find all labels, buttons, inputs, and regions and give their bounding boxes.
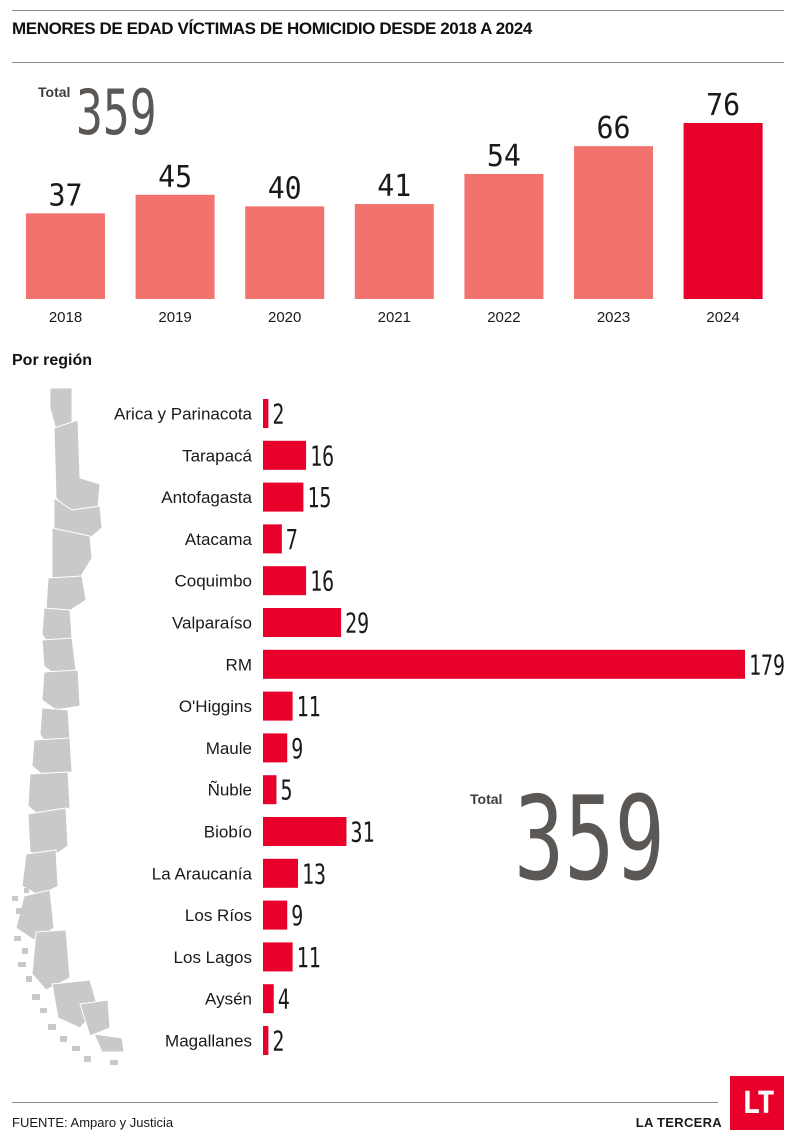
region-bar-6: [263, 649, 745, 679]
region-label-2: Antofagasta: [161, 488, 252, 507]
region-value-15: 2: [272, 1025, 284, 1058]
region-value-11: 13: [302, 857, 326, 890]
region-bar-11: [263, 858, 299, 888]
region-bar-8: [263, 733, 288, 763]
brand-name: LA TERCERA: [635, 1115, 722, 1130]
year-value-2019: 45: [158, 160, 192, 195]
year-value-2022: 54: [487, 139, 521, 174]
year-bar-2024: [683, 123, 763, 299]
region-heading: Por región: [12, 352, 93, 369]
total-value-bottom: 359: [514, 772, 665, 907]
region-label-11: La Araucanía: [152, 864, 253, 883]
year-tick-2018: 2018: [49, 309, 82, 326]
year-tick-2023: 2023: [597, 309, 630, 326]
region-value-5: 29: [345, 607, 369, 640]
region-bar-7: [263, 691, 293, 721]
region-label-10: Biobío: [204, 823, 252, 842]
yearly-bar-chart: 37 2018 45 2019 40 2020 41 2021 54 2022 66 2023 76 20…: [26, 88, 763, 326]
region-label-13: Los Lagos: [174, 948, 252, 967]
region-bar-10: [263, 817, 347, 846]
brand-logo: LT: [730, 1076, 784, 1130]
year-value-2021: 41: [377, 169, 411, 204]
region-value-0: 2: [272, 398, 284, 431]
year-bar-2022: [464, 173, 544, 299]
source-label: FUENTE:: [12, 1115, 68, 1130]
region-value-9: 5: [280, 774, 292, 807]
region-bar-12: [263, 900, 288, 930]
region-value-12: 9: [291, 899, 303, 932]
region-label-7: O'Higgins: [179, 697, 252, 716]
total-label-top: Total: [38, 84, 71, 100]
region-label-4: Coquimbo: [175, 572, 253, 591]
source-text: Amparo y Justicia: [70, 1115, 174, 1130]
region-value-7: 11: [297, 690, 321, 723]
year-bar-2019: [135, 194, 215, 299]
region-bar-13: [263, 942, 293, 972]
region-value-14: 4: [278, 983, 290, 1016]
region-value-6: 179: [749, 648, 785, 681]
region-label-6: RM: [226, 655, 252, 674]
region-bar-14: [263, 984, 274, 1014]
region-value-13: 11: [297, 941, 321, 974]
title-rule: [12, 62, 784, 63]
year-bar-2021: [354, 204, 434, 299]
region-label-1: Tarapacá: [182, 446, 252, 465]
region-label-8: Maule: [206, 739, 252, 758]
region-bar-0: [263, 399, 269, 428]
region-bar-4: [263, 566, 307, 596]
source-note: FUENTE: Amparo y Justicia: [12, 1115, 173, 1130]
region-label-15: Magallanes: [165, 1032, 252, 1051]
year-bar-2020: [245, 206, 325, 299]
region-label-0: Arica y Parinacota: [114, 405, 252, 424]
region-bar-chart: Arica y Parinacota 2 Tarapacá 16 Antofagasta…: [114, 398, 785, 1058]
year-tick-2020: 2020: [268, 309, 301, 326]
year-tick-2022: 2022: [487, 309, 520, 326]
region-bar-5: [263, 608, 342, 637]
year-tick-2021: 2021: [378, 309, 411, 326]
top-rule: [12, 10, 784, 11]
total-value-top: 359: [76, 76, 157, 149]
region-bar-2: [263, 482, 304, 512]
year-value-2018: 37: [49, 178, 83, 213]
region-value-3: 7: [286, 523, 298, 556]
year-value-2024: 76: [706, 88, 740, 123]
year-value-2020: 40: [268, 171, 302, 206]
year-bar-2023: [574, 146, 653, 299]
total-label-bottom: Total: [470, 791, 503, 807]
region-label-5: Valparaíso: [172, 614, 252, 633]
region-bar-3: [263, 524, 282, 554]
region-label-12: Los Ríos: [185, 906, 252, 925]
region-label-3: Atacama: [185, 530, 253, 549]
region-value-8: 9: [291, 732, 303, 765]
year-tick-2024: 2024: [706, 309, 739, 326]
region-value-10: 31: [350, 816, 374, 849]
region-bar-1: [263, 440, 307, 470]
region-label-9: Ñuble: [208, 781, 252, 800]
chile-map-icon: [12, 388, 125, 1065]
region-label-14: Aysén: [205, 990, 252, 1009]
year-bar-2018: [26, 213, 105, 299]
year-tick-2019: 2019: [158, 309, 191, 326]
region-value-2: 15: [307, 481, 331, 514]
region-bar-15: [263, 1026, 269, 1055]
chart-title: MENORES DE EDAD VÍCTIMAS DE HOMICIDIO DE…: [12, 19, 532, 38]
region-bar-9: [263, 775, 277, 805]
region-value-1: 16: [310, 439, 334, 472]
region-value-4: 16: [310, 565, 334, 598]
year-value-2023: 66: [597, 111, 631, 146]
footer-rule: [12, 1102, 718, 1103]
